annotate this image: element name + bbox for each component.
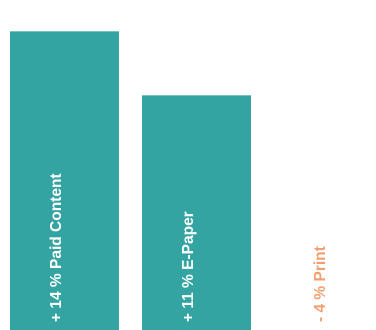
bar-label-paid-content: + 14 % Paid Content	[48, 173, 65, 322]
bar-e-paper	[142, 95, 251, 330]
bar-label-print: - 4 % Print	[312, 246, 329, 322]
bar-paid-content	[10, 31, 119, 330]
bar-label-e-paper: + 11 % E-Paper	[180, 211, 197, 322]
